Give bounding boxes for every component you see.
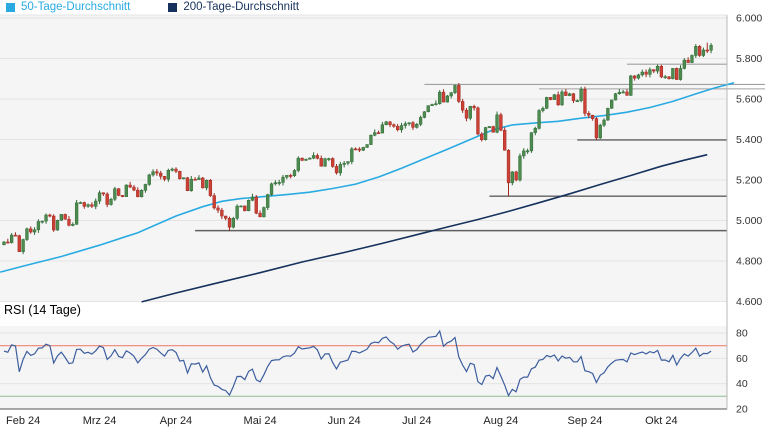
rsi-axis-label: 40 (736, 378, 748, 390)
price-axis-labels: 6.000 5.800 5.600 5.400 5.200 5.000 4.800 4.600 (736, 13, 762, 309)
price-axis-label: 5.000 (736, 215, 762, 227)
ma200-line (141, 153, 708, 303)
price-axis-label: 5.200 (736, 175, 762, 187)
rsi-line (3, 329, 712, 397)
rsi-axis-label: 20 (736, 404, 748, 416)
rsi-axis-label: 60 (736, 353, 748, 365)
x-axis-label: Mrz 24 (83, 415, 117, 427)
x-axis-labels: Feb 24 Mrz 24 Apr 24 Mai 24 Jun 24 Jul 24 Aug … (6, 415, 678, 427)
ma200-swatch-icon (168, 3, 178, 12)
x-axis-label: Aug 24 (483, 415, 518, 427)
x-axis-label: Apr 24 (160, 415, 192, 427)
ma200-layer (141, 153, 708, 303)
ma50-swatch-icon (6, 3, 15, 12)
ma50-line (0, 82, 735, 273)
x-axis-label: Jul 24 (402, 415, 431, 427)
rsi-axis-labels: 80 60 40 20 (736, 328, 748, 416)
price-axis-label: 4.600 (736, 296, 762, 308)
x-axis-label: Sep 24 (568, 415, 603, 427)
chart-legend: 50-Tage-Durchschnitt 200-Tage-Durchschni… (0, 0, 765, 15)
panel-backgrounds (0, 15, 727, 409)
price-axis-label: 5.600 (736, 94, 762, 106)
support-resistance-lines (195, 63, 765, 232)
price-axis-label: 6.000 (736, 13, 762, 25)
x-axis-label: Jun 24 (328, 415, 361, 427)
x-axis-label: Okt 24 (645, 415, 677, 427)
rsi-axis-label: 80 (736, 328, 748, 340)
x-axis-label: Mai 24 (244, 415, 277, 427)
price-axis-label: 5.400 (736, 134, 762, 146)
candlestick-series (2, 42, 713, 255)
ma50-legend-label: 50-Tage-Durchschnitt (21, 1, 131, 13)
price-axis-label: 4.800 (736, 256, 762, 268)
ma50-layer (0, 82, 735, 273)
x-axis-label: Feb 24 (6, 415, 40, 427)
legend-item-ma200: 200-Tage-Durchschnitt (168, 1, 300, 13)
rsi-panel-title: RSI (14 Tage) (4, 303, 81, 317)
rsi-layer (3, 329, 712, 397)
price-axis-label: 5.800 (736, 53, 762, 65)
axes (0, 14, 728, 410)
legend-item-ma50: 50-Tage-Durchschnitt (6, 1, 131, 13)
ma200-legend-label: 200-Tage-Durchschnitt (183, 1, 300, 13)
